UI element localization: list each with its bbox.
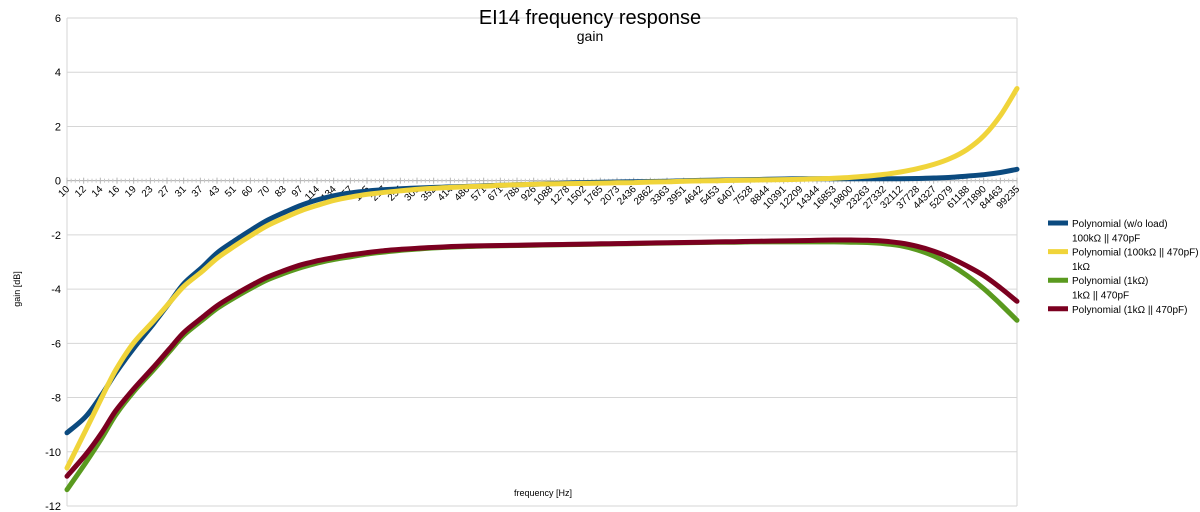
series-lines	[64, 86, 1020, 493]
legend-label: Polynomial (100kΩ || 470pF)	[1072, 248, 1199, 259]
y-tick-label: 6	[55, 13, 61, 25]
chart-subtitle: gain	[577, 28, 603, 44]
y-tick-labels: 6 4 2 0 -2 -4 -6 -8 -10 -12	[45, 13, 61, 512]
legend: Polynomial (w/o load) 100kΩ || 470pF Polyn…	[1048, 219, 1199, 316]
legend-label: 1kΩ	[1072, 262, 1091, 273]
y-tick-label: 2	[55, 121, 61, 133]
y-tick-label: -8	[51, 393, 61, 405]
y-axis-label: gain [dB]	[12, 271, 22, 307]
y-tick-label: -12	[45, 501, 61, 512]
y-tick-label: 0	[55, 176, 61, 188]
legend-label: 100kΩ || 470pF	[1072, 233, 1140, 244]
y-tick-label: -2	[51, 230, 61, 242]
series-line-1	[64, 86, 1020, 471]
y-tick-label: 4	[55, 67, 61, 79]
legend-label: Polynomial (1kΩ || 470pF)	[1072, 305, 1188, 316]
y-tick-label: -4	[51, 284, 61, 296]
x-axis-label: frequency [Hz]	[514, 488, 572, 498]
series-line-3	[64, 237, 1020, 479]
legend-label: Polynomial (1kΩ)	[1072, 276, 1148, 287]
y-tick-label: -10	[45, 447, 61, 459]
legend-label: Polynomial (w/o load)	[1072, 219, 1168, 230]
legend-label: 1kΩ || 470pF	[1072, 291, 1129, 302]
y-tick-label: -6	[51, 338, 61, 350]
chart-title: EI14 frequency response	[479, 7, 701, 29]
